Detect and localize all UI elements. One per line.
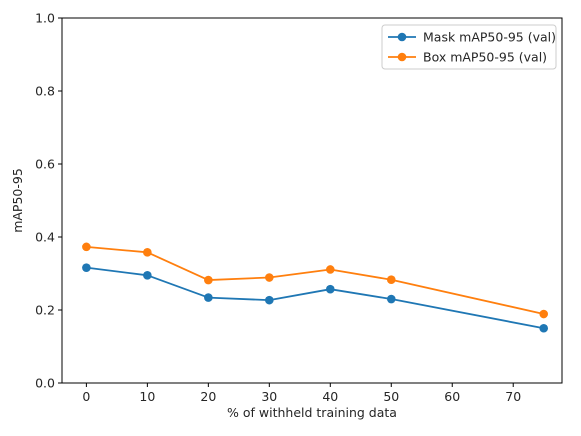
data-point bbox=[265, 295, 274, 305]
data-point bbox=[143, 248, 152, 257]
x-tick-label: 20 bbox=[200, 389, 216, 404]
y-axis-label: mAP50-95 bbox=[10, 168, 25, 233]
data-point bbox=[386, 275, 396, 285]
y-tick-label: 0.6 bbox=[35, 157, 55, 172]
axes-frame bbox=[61, 17, 563, 384]
data-point bbox=[204, 275, 213, 285]
y-tick-label: 0.8 bbox=[35, 84, 55, 99]
data-point bbox=[82, 242, 91, 252]
y-tick-label: 0.2 bbox=[35, 303, 55, 318]
data-point bbox=[325, 265, 335, 274]
legend-label: Mask mAP50-95 (val) bbox=[423, 30, 556, 45]
y-tick-label: 0.0 bbox=[35, 376, 55, 391]
x-tick-label: 40 bbox=[322, 389, 338, 404]
series-layer bbox=[82, 242, 549, 333]
y-tick-label: 1.0 bbox=[35, 11, 55, 26]
data-point bbox=[539, 309, 549, 319]
x-tick-label: 70 bbox=[505, 389, 521, 404]
legend-marker bbox=[397, 52, 407, 62]
y-axis-ticks: 0.0 0.2 0.4 0.6 0.8 1.0 bbox=[35, 11, 62, 391]
series-box bbox=[82, 242, 549, 319]
x-tick-label: 10 bbox=[139, 389, 155, 404]
x-tick-label: 50 bbox=[383, 389, 399, 404]
x-tick-label: 30 bbox=[261, 389, 277, 404]
x-axis-label: % of withheld training data bbox=[227, 405, 397, 420]
data-point bbox=[539, 323, 549, 333]
data-point bbox=[143, 271, 152, 280]
data-point bbox=[82, 263, 91, 272]
legend-box bbox=[381, 24, 557, 70]
data-point bbox=[204, 293, 213, 302]
series-line bbox=[86, 245, 544, 315]
x-axis-ticks: 0 10 20 30 40 50 60 70 bbox=[82, 383, 521, 404]
data-point bbox=[386, 294, 396, 304]
series-mask bbox=[82, 263, 549, 333]
x-tick-label: 0 bbox=[82, 389, 90, 404]
legend: Mask mAP50-95 (val) Box mAP50-95 (val) bbox=[381, 24, 557, 70]
legend-item: Box mAP50-95 (val) bbox=[388, 50, 547, 65]
data-point bbox=[325, 284, 335, 294]
y-tick-label: 0.4 bbox=[35, 230, 55, 245]
legend-marker bbox=[397, 32, 407, 42]
data-point bbox=[265, 273, 274, 282]
legend-label: Box mAP50-95 (val) bbox=[423, 50, 547, 65]
legend-item: Mask mAP50-95 (val) bbox=[388, 30, 556, 45]
x-tick-label: 60 bbox=[444, 389, 460, 404]
